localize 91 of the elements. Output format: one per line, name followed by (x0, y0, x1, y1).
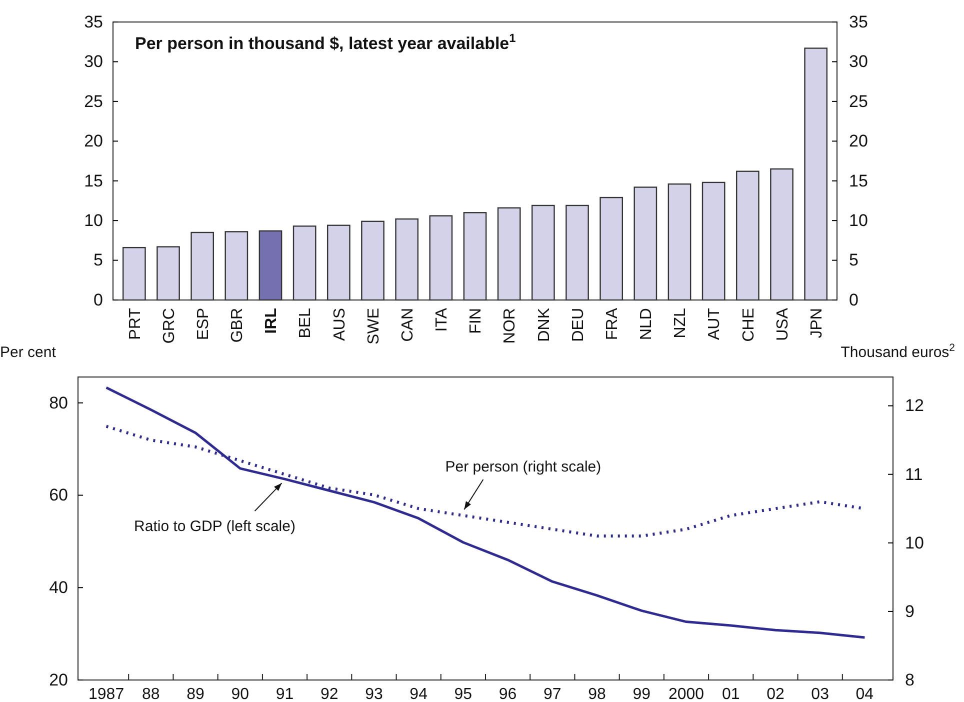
y2-tick-label: 0 (849, 290, 858, 310)
text: Per person in thousand $, latest year available$^{1}$ (135, 31, 516, 53)
bar (122, 246, 146, 301)
text: Per person (right scale) (445, 458, 602, 476)
x-tick-label: 03 (811, 686, 830, 702)
bar (770, 168, 794, 301)
x-tick-label: 93 (365, 686, 383, 702)
x-tick-label: GRC (160, 308, 178, 344)
x-tick-label: 98 (588, 686, 606, 702)
line-series (105, 386, 866, 639)
x-tick-label: CHE (740, 308, 758, 342)
y-tick-label: 35 (84, 12, 103, 32)
x-tick-label: 99 (632, 686, 651, 702)
y2-tick-label: 35 (849, 12, 868, 32)
x-tick-label: 1987 (88, 686, 124, 702)
y-tick-label: 60 (49, 486, 68, 505)
y-tick-label: 25 (84, 92, 103, 111)
x-tick-label: 91 (276, 686, 294, 702)
x-tick-label: AUS (331, 308, 348, 341)
bar (531, 204, 555, 301)
y2-tick-label: 12 (905, 396, 924, 416)
y-tick-label: 10 (84, 211, 103, 230)
x-tick-label: ESP (194, 308, 212, 340)
x-tick-label: 92 (320, 686, 338, 702)
x-tick-label: 94 (410, 686, 428, 702)
y-tick-label: 15 (84, 171, 103, 190)
x-tick-label: 97 (544, 686, 562, 702)
bar (736, 170, 760, 301)
x-tick-label: FIN (468, 308, 485, 334)
y2-tick-label: 20 (849, 132, 868, 151)
x-tick-label: AUT (706, 308, 724, 340)
x-tick-label: 04 (856, 686, 874, 702)
bar (634, 186, 658, 301)
y-tick-label: 0 (94, 290, 103, 310)
bar (361, 220, 384, 301)
bar (600, 196, 624, 301)
y2-tick-label: 30 (849, 52, 868, 72)
bar (190, 232, 214, 301)
y2-tick-label: 25 (849, 92, 868, 111)
y-tick-label: 80 (49, 393, 68, 412)
y-tick-label: 5 (94, 250, 103, 270)
x-tick-label: USA (774, 308, 792, 341)
x-tick-label: 2000 (668, 686, 704, 702)
y2-tick-label: 10 (905, 533, 924, 552)
bar (804, 48, 828, 301)
x-tick-label: NZL (672, 308, 690, 338)
x-tick-label: PRT (126, 308, 144, 340)
bar (497, 207, 521, 301)
x-tick-label: 90 (231, 686, 250, 702)
bar (702, 182, 726, 301)
x-tick-label: 01 (722, 686, 740, 702)
y2-tick-label: 8 (905, 670, 914, 690)
y-tick-label: 20 (49, 670, 68, 690)
y2-tick-label: 5 (849, 250, 858, 270)
x-tick-label: 89 (186, 686, 205, 702)
y2-axis-title: Thousand euros$^{2}$ (840, 342, 956, 361)
x-tick-label: DNK (536, 308, 553, 342)
x-tick-label: FRA (604, 308, 621, 340)
bar (395, 218, 419, 301)
x-tick-label: NLD (638, 308, 656, 340)
bar (668, 183, 692, 301)
y2-tick-label: 15 (849, 171, 868, 190)
y-tick-label: 40 (49, 578, 68, 598)
x-tick-label: NOR (502, 308, 519, 344)
bar (429, 215, 453, 301)
x-tick-label: IRL (263, 308, 280, 334)
x-tick-label: 95 (454, 686, 472, 702)
y-tick-label: 30 (84, 52, 103, 72)
y-tick-label: 20 (84, 132, 103, 151)
x-tick-label: JPN (808, 308, 826, 338)
x-tick-label: SWE (365, 308, 382, 344)
x-tick-label: 96 (498, 686, 517, 702)
bar (292, 226, 316, 301)
text: Ratio to GDP (left scale) (134, 518, 296, 536)
bar (224, 231, 248, 301)
x-tick-label: 02 (766, 686, 784, 702)
x-tick-label: DEU (570, 308, 587, 342)
y2-tick-label: 9 (905, 602, 914, 621)
bar (463, 212, 487, 301)
y-axis-title: Per cent (0, 344, 57, 361)
y2-tick-label: 11 (905, 464, 923, 484)
x-tick-label: CAN (399, 308, 416, 342)
x-tick-label: 88 (142, 686, 160, 702)
bar (326, 224, 350, 301)
bar (156, 246, 180, 301)
bar (566, 204, 589, 301)
x-tick-label: GBR (229, 308, 246, 343)
x-tick-label: ITA (434, 308, 451, 332)
x-tick-label: BEL (297, 308, 314, 338)
bar (258, 230, 282, 301)
y2-tick-label: 10 (849, 211, 868, 230)
